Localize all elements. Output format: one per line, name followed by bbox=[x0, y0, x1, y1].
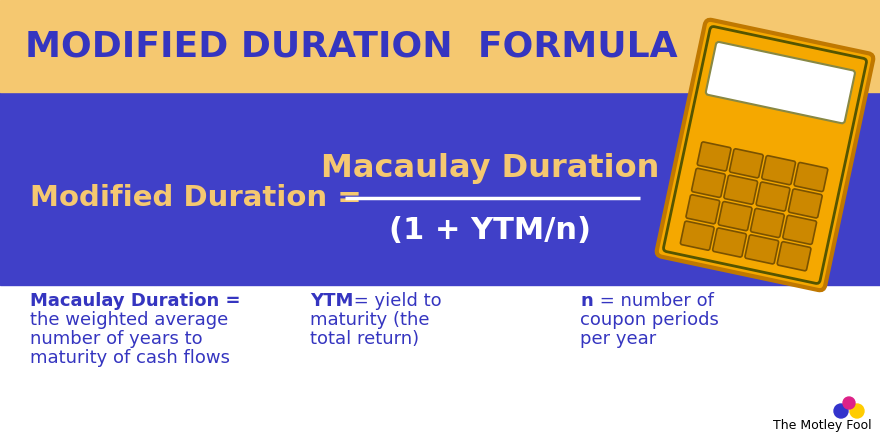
Text: = number of: = number of bbox=[594, 292, 714, 310]
FancyBboxPatch shape bbox=[656, 20, 873, 290]
Circle shape bbox=[850, 404, 864, 418]
FancyBboxPatch shape bbox=[706, 42, 855, 123]
FancyBboxPatch shape bbox=[680, 221, 714, 250]
Text: Modified Duration =: Modified Duration = bbox=[30, 184, 362, 212]
Text: coupon periods: coupon periods bbox=[580, 311, 719, 329]
FancyBboxPatch shape bbox=[724, 175, 758, 204]
Bar bbox=[0, 0, 880, 92]
Text: (1 + YTM/n): (1 + YTM/n) bbox=[389, 216, 591, 245]
Text: n: n bbox=[580, 292, 593, 310]
FancyBboxPatch shape bbox=[788, 189, 822, 218]
Text: Macaulay Duration: Macaulay Duration bbox=[321, 153, 659, 183]
FancyBboxPatch shape bbox=[686, 195, 720, 224]
FancyBboxPatch shape bbox=[762, 156, 796, 185]
FancyBboxPatch shape bbox=[751, 209, 784, 238]
Circle shape bbox=[843, 397, 855, 409]
Circle shape bbox=[834, 404, 848, 418]
Text: Macaulay Duration =: Macaulay Duration = bbox=[30, 292, 240, 310]
Text: YTM: YTM bbox=[310, 292, 354, 310]
Text: total return): total return) bbox=[310, 330, 419, 348]
Text: number of years to: number of years to bbox=[30, 330, 202, 348]
Text: the weighted average: the weighted average bbox=[30, 311, 228, 329]
Text: per year: per year bbox=[580, 330, 656, 348]
Text: maturity (the: maturity (the bbox=[310, 311, 429, 329]
Text: The Motley Fool: The Motley Fool bbox=[774, 419, 872, 432]
FancyBboxPatch shape bbox=[718, 202, 752, 231]
Text: = yield to: = yield to bbox=[348, 292, 442, 310]
Bar bbox=[0, 90, 880, 285]
FancyBboxPatch shape bbox=[730, 149, 763, 178]
FancyBboxPatch shape bbox=[713, 228, 746, 257]
FancyBboxPatch shape bbox=[777, 242, 810, 271]
FancyBboxPatch shape bbox=[697, 142, 731, 171]
Text: maturity of cash flows: maturity of cash flows bbox=[30, 349, 230, 367]
FancyBboxPatch shape bbox=[794, 162, 828, 191]
FancyBboxPatch shape bbox=[783, 215, 817, 244]
FancyBboxPatch shape bbox=[756, 182, 790, 211]
Text: MODIFIED DURATION  FORMULA: MODIFIED DURATION FORMULA bbox=[25, 29, 678, 63]
FancyBboxPatch shape bbox=[692, 169, 725, 198]
Bar bbox=[0, 280, 880, 440]
FancyBboxPatch shape bbox=[745, 235, 779, 264]
